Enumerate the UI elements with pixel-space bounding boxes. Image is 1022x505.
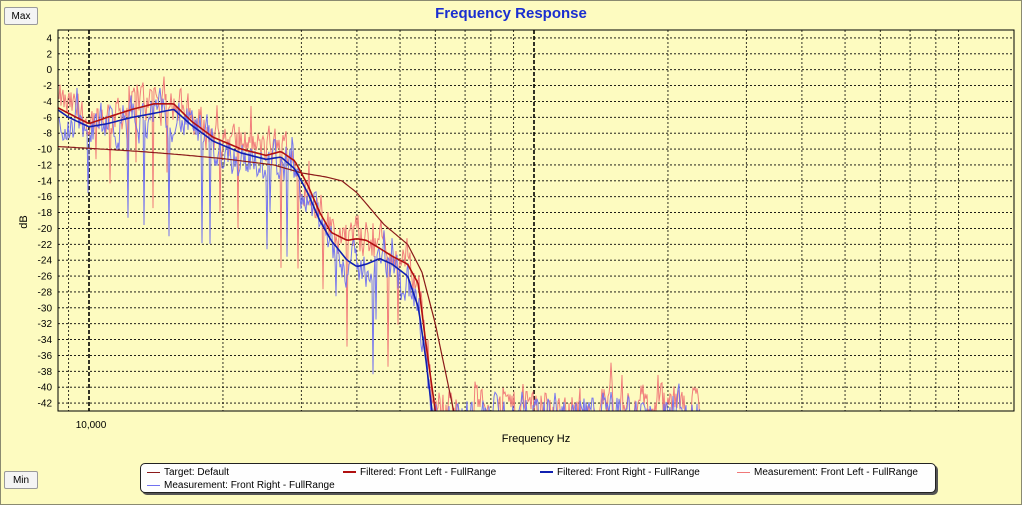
y-tick-label: -22	[38, 240, 53, 251]
y-tick-label: 0	[46, 65, 52, 76]
chart-title: Frequency Response	[435, 5, 587, 22]
legend-swatch-measurement-front-left	[737, 471, 750, 473]
y-tick-label: -12	[38, 160, 53, 171]
y-tick-label: -8	[43, 129, 52, 140]
filtered-curves	[58, 103, 455, 411]
y-tick-label: -2	[43, 81, 52, 92]
legend-label-target: Target: Default	[164, 466, 230, 478]
y-tick-label: -18	[38, 208, 53, 219]
y-tick-label: -36	[38, 351, 53, 362]
measurement-front-left-line	[58, 76, 700, 411]
y-tick-label: -24	[38, 256, 53, 267]
y-tick-label: -20	[38, 224, 53, 235]
y-tick-label: -38	[38, 367, 53, 378]
y-tick-label: -26	[38, 272, 53, 283]
y-tick-label: -16	[38, 192, 53, 203]
legend-item-filtered-front-right: Filtered: Front Right - FullRange	[540, 466, 700, 478]
legend-swatch-filtered-front-left	[343, 471, 356, 473]
legend-label-filtered-front-left: Filtered: Front Left - FullRange	[360, 466, 497, 478]
legend-label-filtered-front-right: Filtered: Front Right - FullRange	[557, 466, 700, 478]
legend-swatch-measurement-front-right	[147, 484, 160, 486]
legend: Target: Default Filtered: Front Left - F…	[140, 463, 936, 493]
y-tick-label: -32	[38, 319, 53, 330]
x-axis-label: Frequency Hz	[502, 433, 570, 445]
legend-label-measurement-front-left: Measurement: Front Left - FullRange	[754, 466, 918, 478]
y-tick-label: -40	[38, 383, 53, 394]
y-tick-label: -10	[38, 145, 53, 156]
y-tick-label: -28	[38, 287, 53, 298]
max-button[interactable]: Max	[4, 7, 38, 25]
legend-item-target: Target: Default	[147, 466, 229, 478]
filtered-front-right-line	[58, 108, 433, 411]
y-tick-label: -30	[38, 303, 53, 314]
grid	[58, 30, 1014, 411]
y-tick-label: -42	[38, 399, 53, 410]
y-tick-label: -4	[43, 97, 52, 108]
y-tick-label: 2	[46, 49, 52, 60]
y-tick-label: -6	[43, 113, 52, 124]
target-line	[58, 146, 455, 411]
x-tick-label: 10,000	[76, 420, 107, 431]
y-tick-labels: 4 2 0 -2 -4 -6 -8 -10 -12 -14 -16 -18 -20 -22 -24 -26 -2…	[38, 33, 53, 409]
y-tick-label: 4	[46, 33, 52, 44]
legend-swatch-target	[147, 471, 160, 473]
y-tick-label: -34	[38, 335, 53, 346]
x-tick-labels: 10,000	[76, 420, 107, 431]
y-tick-label: -14	[38, 176, 53, 187]
legend-item-filtered-front-left: Filtered: Front Left - FullRange	[343, 466, 496, 478]
measurement-front-right-line	[58, 87, 701, 411]
filtered-front-left-line	[58, 103, 437, 411]
min-button[interactable]: Min	[4, 471, 38, 489]
legend-item-measurement-front-right: Measurement: Front Right - FullRange	[147, 479, 335, 491]
legend-item-measurement-front-left: Measurement: Front Left - FullRange	[737, 466, 918, 478]
legend-label-measurement-front-right: Measurement: Front Right - FullRange	[164, 479, 335, 491]
legend-swatch-filtered-front-right	[540, 471, 553, 473]
plot-border	[57, 29, 1015, 412]
y-axis-label: dB	[18, 215, 30, 228]
measurement-traces	[58, 76, 701, 411]
